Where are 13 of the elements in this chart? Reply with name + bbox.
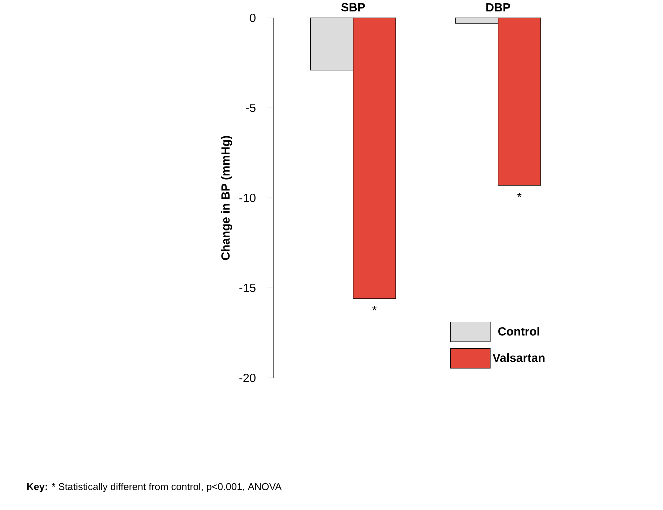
x-tick-label: SBP <box>342 4 366 12</box>
annotation: * <box>372 306 377 311</box>
y-tick-label: -15 <box>240 284 256 292</box>
y-tick-label: -10 <box>240 194 256 203</box>
y-tick-label: 0 <box>250 14 256 23</box>
legend-label: Valsartan <box>492 354 545 362</box>
y-tick-label: -5 <box>246 104 256 112</box>
annotation: * <box>518 193 522 198</box>
y-tick-label: -20 <box>240 374 256 383</box>
x-tick-label: DBP <box>486 4 510 12</box>
legend-label: Control <box>498 327 540 336</box>
y-axis-title: Change in BP (mmHg) <box>221 136 232 260</box>
text: Key:* Statistically different from control, p<0.001, ANOVA <box>28 483 282 493</box>
